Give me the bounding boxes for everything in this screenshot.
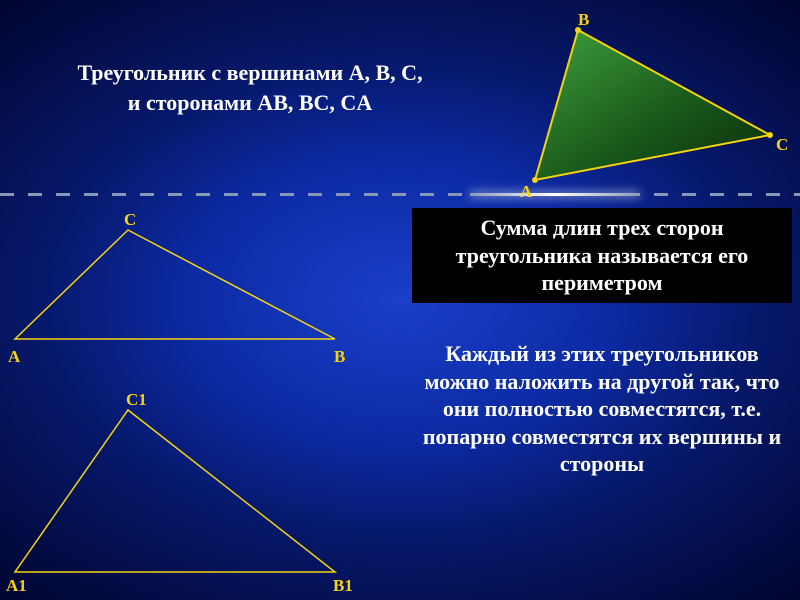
top-label-a: A bbox=[520, 182, 532, 202]
mid-label-c: C bbox=[124, 210, 136, 230]
bot-label-c1: C1 bbox=[126, 390, 147, 410]
mid-label-a: A bbox=[8, 347, 20, 367]
top-label-c: C bbox=[776, 135, 788, 155]
definition-congruence: Каждый из этих треугольников можно налож… bbox=[412, 340, 792, 478]
mid-label-b: B bbox=[334, 347, 345, 367]
top-label-b: B bbox=[578, 10, 589, 30]
bot-label-a1: A1 bbox=[6, 576, 27, 596]
bot-label-b1: B1 bbox=[333, 576, 353, 596]
triangle-bottom-outline bbox=[15, 410, 335, 572]
definition-perimeter: Сумма длин трех сторон треугольника назы… bbox=[412, 208, 792, 303]
